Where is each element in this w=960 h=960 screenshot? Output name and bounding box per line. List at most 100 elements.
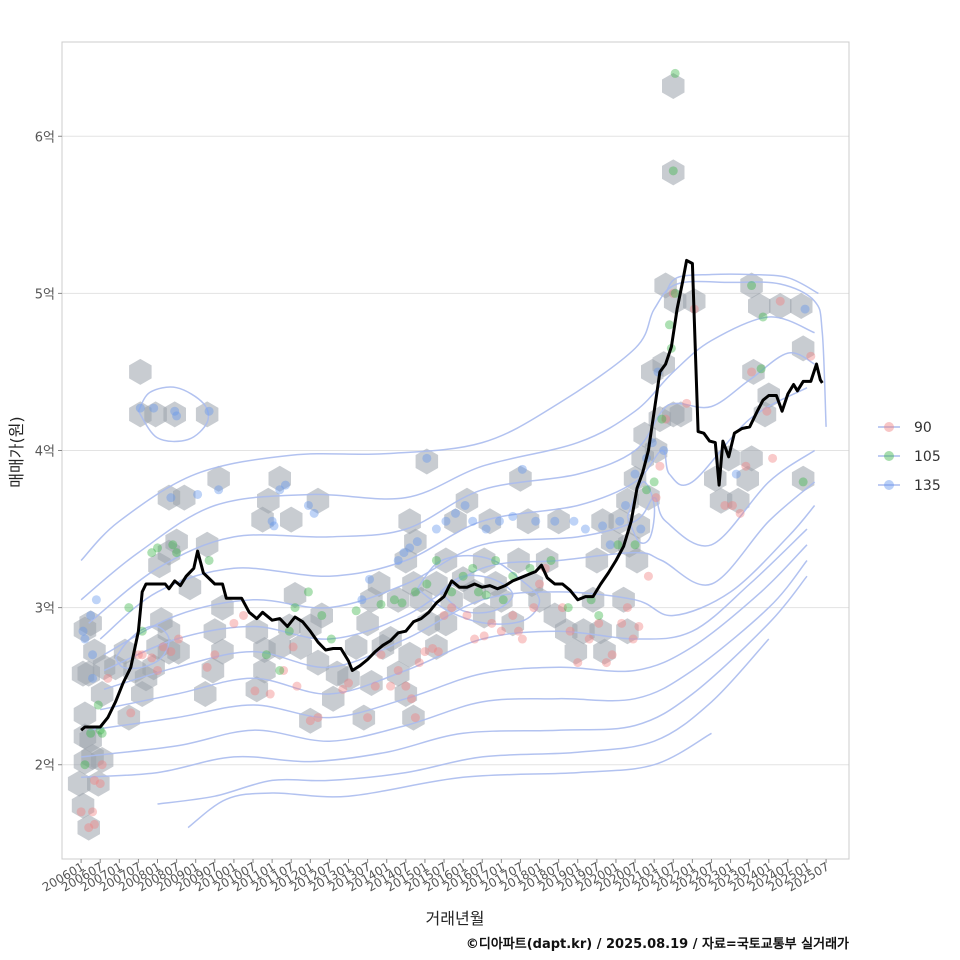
density-contour [88, 544, 808, 731]
hexbin [306, 649, 330, 676]
scatter-point-105 [397, 598, 407, 608]
hexbin [727, 487, 750, 514]
hexbin [472, 547, 496, 574]
scatter-point-90 [153, 665, 163, 675]
legend-key-point [884, 422, 894, 432]
scatter-point-90 [487, 618, 497, 628]
trend-line-layer [80, 258, 824, 732]
scatter-point-135 [569, 516, 579, 526]
scatter-point-90 [775, 296, 785, 306]
scatter-point-90 [407, 694, 417, 704]
hexbin [167, 638, 190, 665]
scatter-point-105 [422, 579, 432, 589]
scatter-point-135 [135, 403, 145, 413]
density-contour [99, 387, 808, 640]
density-contour [100, 528, 808, 711]
scatter-point-135 [170, 406, 180, 416]
hexbin [662, 73, 685, 99]
scatter-point-90 [393, 665, 403, 675]
hexbin [268, 465, 291, 492]
hexbin [398, 641, 421, 668]
scatter-point-135 [800, 304, 810, 314]
hexbin [507, 547, 530, 574]
scatter-point-105 [351, 606, 361, 616]
scatter-point-90 [229, 618, 239, 628]
scatter-point-90 [103, 673, 113, 683]
scatter-point-105 [303, 587, 313, 597]
hexbin [547, 508, 570, 535]
scatter-point-90 [147, 653, 157, 663]
hexbin [589, 618, 612, 645]
hexbin [608, 508, 631, 535]
y-tick-label: 4억 [35, 445, 55, 460]
scatter-point-135 [357, 595, 367, 605]
density-contour [88, 352, 815, 624]
hexbin [289, 633, 312, 660]
scatter-point-90 [133, 650, 143, 660]
scatter-point-90 [462, 610, 472, 620]
scatter-point-135 [214, 485, 224, 495]
scatter-point-105 [546, 555, 556, 565]
density-contour [114, 625, 170, 670]
scatter-point-105 [317, 610, 327, 620]
density-contour [439, 574, 514, 614]
scatter-point-135 [615, 516, 625, 526]
hexbin [211, 594, 234, 621]
hexbin [211, 638, 234, 665]
scatter-point-90 [210, 650, 220, 660]
scatter-point-105 [124, 603, 134, 613]
scatter-point-135 [172, 411, 182, 421]
scatter-point-90 [174, 634, 184, 644]
scatter-point-105 [630, 540, 640, 550]
scatter-point-105 [447, 587, 457, 597]
scatter-point-135 [303, 500, 313, 510]
scatter-point-90 [238, 610, 248, 620]
hexbin [591, 508, 614, 535]
scatter-point-105 [275, 665, 285, 675]
scatter-point-105 [649, 477, 659, 487]
hexbin [77, 814, 100, 841]
hexbin [310, 602, 333, 629]
scatter-point-105 [481, 590, 491, 600]
scatter-point-135 [91, 595, 101, 605]
hexbin [736, 465, 759, 492]
legend: 90 105 135 [878, 420, 941, 494]
scatter-point-135 [636, 524, 646, 534]
scatter-point-105 [86, 728, 96, 738]
scatter-point-135 [431, 524, 441, 534]
scatter-point-105 [93, 700, 103, 710]
scatter-point-90 [137, 650, 147, 660]
scatter-point-135 [659, 446, 669, 455]
scatter-point-105 [668, 166, 678, 176]
scatter-point-105 [758, 312, 768, 322]
scatter-point-105 [563, 603, 573, 613]
hexbin [748, 293, 771, 319]
hexbin [344, 633, 368, 660]
scatter-point-105 [756, 364, 766, 374]
scatter-point-90 [634, 621, 644, 631]
scatter-point-135 [193, 489, 203, 499]
density-contour [103, 481, 816, 672]
y-axis: 2억 3억 4억 5억 6억 [35, 130, 62, 774]
scatter-point-90 [166, 647, 176, 657]
hexbin [257, 487, 280, 514]
x-axis: 2006012006072007012007072008012008072009… [40, 859, 832, 895]
scatter-point-90 [584, 634, 594, 644]
scatter-point-90 [288, 642, 298, 652]
scatter-point-90 [428, 643, 438, 653]
density-contour [664, 273, 819, 295]
hexbin [207, 465, 230, 492]
scatter-point-135 [508, 511, 518, 521]
scatter-point-105 [97, 728, 107, 738]
hexbin [194, 681, 217, 707]
scatter-point-90 [668, 288, 678, 298]
hexbin [769, 293, 792, 319]
scatter-point-105 [172, 548, 182, 558]
scatter-point-135 [481, 524, 491, 534]
scatter-point-90 [529, 603, 539, 613]
hexbin [356, 610, 379, 637]
scatter-point-105 [153, 543, 163, 553]
hexbin [516, 508, 540, 535]
hexbin [662, 159, 685, 186]
scatter-point-90 [126, 708, 136, 718]
